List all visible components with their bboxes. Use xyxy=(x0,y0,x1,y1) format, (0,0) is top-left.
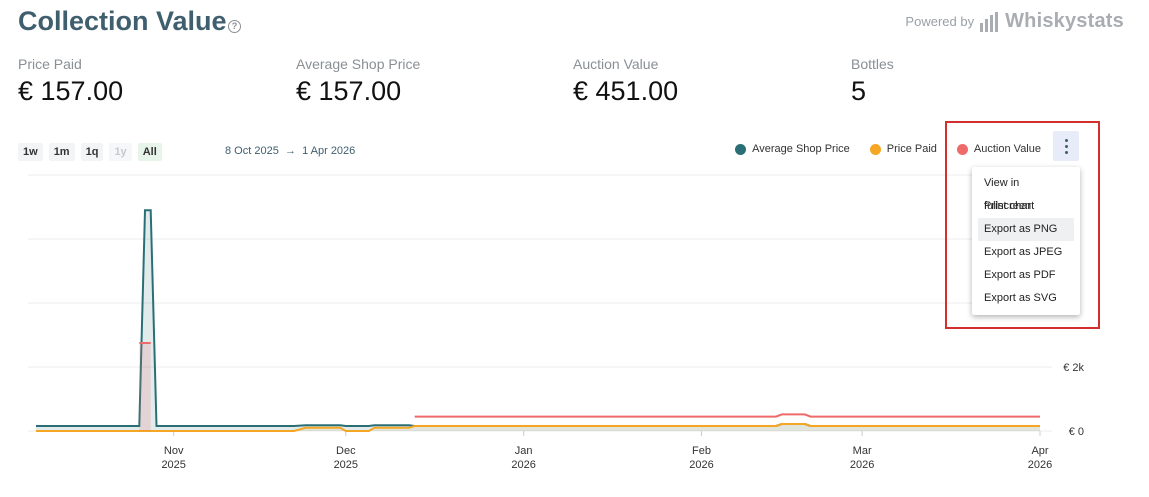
legend-dot-icon xyxy=(869,143,881,155)
series-line-auction-value xyxy=(414,413,1040,418)
stat-average-shop-price: Average Shop Price € 157.00 xyxy=(296,56,420,107)
legend-dot-icon xyxy=(956,143,968,155)
range-button-1w[interactable]: 1w xyxy=(18,143,43,161)
legend-label: Average Shop Price xyxy=(752,143,850,155)
brand-name: Whiskystats xyxy=(1005,10,1124,32)
menu-item-export-png[interactable]: Export as PNG xyxy=(978,218,1074,241)
powered-by-badge[interactable]: Powered by Whiskystats xyxy=(905,10,1124,33)
range-button-1m[interactable]: 1m xyxy=(48,143,75,161)
highlight-box xyxy=(945,121,1100,329)
x-tick-label: Nov xyxy=(164,445,184,457)
x-tick-label: Feb xyxy=(692,445,711,457)
stat-label: Bottles xyxy=(851,56,894,72)
arrow-right-icon: → xyxy=(284,145,296,157)
series-line-average-shop-price xyxy=(36,209,1040,427)
stat-label: Price Paid xyxy=(18,56,82,72)
date-range-display[interactable]: 8 Oct 2025 → 1 Apr 2026 xyxy=(225,145,355,157)
x-tick-label: Apr xyxy=(1031,445,1048,457)
range-button-1y[interactable]: 1y xyxy=(109,143,132,161)
stat-value: € 451.00 xyxy=(573,76,679,106)
whiskystats-logo-icon xyxy=(980,11,999,32)
menu-item-view-fullscreen[interactable]: View in fullscreen xyxy=(984,177,1032,212)
stat-bottles: Bottles 5 xyxy=(851,56,894,107)
x-tick-year: 2026 xyxy=(850,459,874,471)
menu-item-export-jpeg[interactable]: Export as JPEG xyxy=(984,246,1063,258)
x-tick-label: Jan xyxy=(515,445,533,457)
x-tick-year: 2026 xyxy=(1028,459,1052,471)
range-button-all[interactable]: All xyxy=(137,143,162,161)
date-range-start[interactable]: 8 Oct 2025 xyxy=(225,145,279,157)
x-tick-label: Mar xyxy=(853,445,872,457)
series-area-average-shop-price xyxy=(36,210,1040,431)
stat-value: 5 xyxy=(851,76,867,106)
range-button-1q[interactable]: 1q xyxy=(80,143,104,161)
legend-label: Price Paid xyxy=(886,143,937,155)
series-area-price-paid xyxy=(36,424,1040,431)
x-tick-year: 2026 xyxy=(689,459,713,471)
stat-price-paid: Price Paid € 157.00 xyxy=(18,56,123,107)
chart-menu-button[interactable] xyxy=(1053,131,1079,161)
chart-legend: Average Shop Price Price Paid Auction Va… xyxy=(735,143,1041,155)
menu-item-print-chart[interactable]: Print chart xyxy=(984,200,1035,212)
menu-item-export-svg[interactable]: Export as SVG xyxy=(984,292,1057,304)
stat-label: Average Shop Price xyxy=(296,56,421,72)
stat-value: € 157.00 xyxy=(296,76,402,106)
x-tick-year: 2025 xyxy=(334,459,358,471)
series-area-auction-value xyxy=(139,343,151,431)
help-icon[interactable]: ? xyxy=(228,20,241,33)
y-tick-label: € 0 xyxy=(1069,426,1084,438)
more-vertical-icon xyxy=(1064,138,1068,142)
legend-item-auction-value[interactable]: Auction Value xyxy=(956,143,1041,155)
x-tick-year: 2025 xyxy=(161,459,185,471)
stat-auction-value: Auction Value € 451.00 xyxy=(573,56,678,107)
legend-label: Auction Value xyxy=(973,143,1041,155)
y-tick-label: € 2k xyxy=(1063,362,1084,374)
legend-dot-icon xyxy=(735,143,747,155)
legend-item-price-paid[interactable]: Price Paid xyxy=(869,143,937,155)
menu-item-export-pdf[interactable]: Export as PDF xyxy=(984,269,1056,281)
legend-item-average-shop-price[interactable]: Average Shop Price xyxy=(735,143,850,155)
date-range-end[interactable]: 1 Apr 2026 xyxy=(302,145,356,157)
stat-value: € 157.00 xyxy=(18,76,124,106)
range-selector: 1w 1m 1q 1y All xyxy=(18,143,162,161)
export-menu: View in fullscreen Print chart Export as… xyxy=(972,167,1080,315)
x-tick-label: Dec xyxy=(336,445,356,457)
series-line-price-paid xyxy=(36,423,1040,432)
x-tick-year: 2026 xyxy=(511,459,535,471)
page-title: Collection Value xyxy=(18,6,227,36)
powered-by-text: Powered by xyxy=(905,14,975,29)
stat-label: Auction Value xyxy=(573,56,659,72)
